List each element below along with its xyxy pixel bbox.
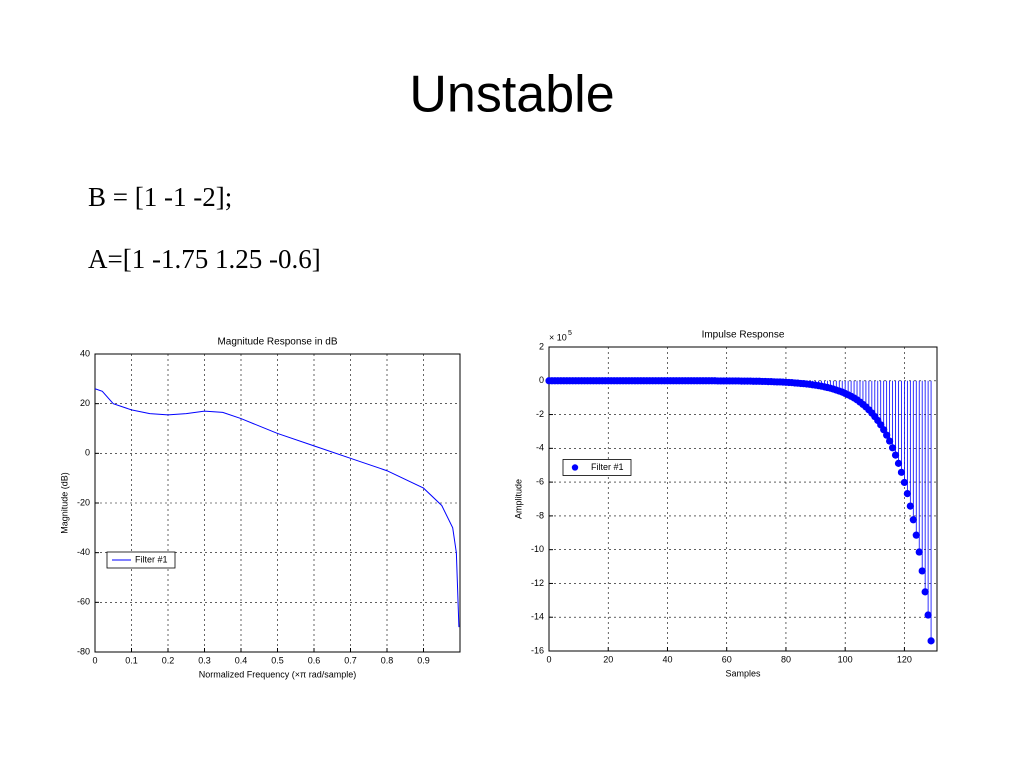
- x-axis-label: Normalized Frequency (×π rad/sample): [199, 669, 357, 679]
- stem-marker: [906, 502, 914, 510]
- stem-marker: [886, 437, 894, 445]
- y-tick-label: -4: [536, 443, 544, 453]
- x-tick-label: 0.7: [344, 655, 357, 665]
- x-tick-label: 120: [897, 654, 912, 664]
- y-axis-label: Magnitude (dB): [59, 472, 69, 534]
- y-tick-label: -2: [536, 409, 544, 419]
- stem-marker: [891, 451, 900, 459]
- y-tick-label: -6: [536, 476, 544, 486]
- stem-marker: [900, 478, 909, 487]
- slide-title: Unstable: [409, 66, 614, 124]
- y-tick-label: -60: [77, 597, 90, 607]
- stem-marker: [918, 567, 926, 575]
- y-tick-label: 0: [539, 375, 544, 385]
- y-tick-label: 40: [80, 348, 90, 358]
- x-tick-label: 0: [546, 654, 551, 664]
- stem-marker: [880, 426, 888, 434]
- stem-marker: [927, 637, 935, 645]
- y-exponent: 5: [568, 330, 572, 337]
- y-tick-label: -10: [531, 544, 544, 554]
- x-tick-label: 0.9: [417, 655, 430, 665]
- y-tick-label: -14: [531, 612, 544, 622]
- chart-title: Impulse Response: [702, 330, 785, 341]
- stem-marker: [912, 531, 920, 539]
- legend-swatch: [571, 464, 579, 471]
- y-tick-label: -16: [531, 645, 544, 655]
- x-tick-label: 20: [603, 654, 613, 664]
- stem-marker: [915, 548, 923, 556]
- x-tick-label: 0.2: [162, 655, 175, 665]
- y-axis-label: Amplitude: [513, 479, 523, 519]
- x-tick-label: 0.5: [271, 655, 284, 665]
- y-tick-label: -20: [77, 497, 90, 507]
- stem-marker: [883, 431, 891, 439]
- legend-label: Filter #1: [135, 554, 168, 564]
- y-tick-label: 20: [80, 398, 90, 408]
- stem-marker: [897, 468, 906, 476]
- x-axis-label: Samples: [725, 668, 761, 678]
- plot-area: [548, 346, 938, 652]
- y-tick-label: -80: [77, 646, 90, 656]
- x-tick-label: 40: [662, 654, 672, 664]
- code-line: B = [1 -1 -2];: [88, 182, 232, 212]
- y-tick-label: 2: [539, 341, 544, 351]
- x-tick-label: 80: [781, 654, 791, 664]
- stem-marker: [921, 588, 929, 596]
- stem-marker: [888, 444, 897, 452]
- x-tick-label: 0.1: [125, 655, 138, 665]
- y-multiplier: × 10: [549, 332, 567, 342]
- x-tick-label: 100: [838, 654, 853, 664]
- x-tick-label: 0.8: [381, 655, 394, 665]
- stem-marker: [894, 459, 903, 467]
- code-line: A=[1 -1.75 1.25 -0.6]: [88, 244, 321, 274]
- y-tick-label: -12: [531, 578, 544, 588]
- chart-title: Magnitude Response in dB: [217, 337, 337, 348]
- stem-marker: [903, 489, 911, 498]
- y-tick-label: -40: [77, 547, 90, 557]
- legend-box: [562, 459, 632, 476]
- data-line: [94, 388, 460, 628]
- x-tick-label: 0.6: [308, 655, 321, 665]
- legend-label: Filter #1: [591, 462, 624, 472]
- y-tick-label: 0: [85, 448, 90, 458]
- legend-box: [106, 551, 176, 569]
- stem-marker: [909, 516, 917, 524]
- y-tick-label: -8: [536, 510, 544, 520]
- x-tick-label: 60: [722, 654, 732, 664]
- stem-marker: [924, 611, 932, 619]
- x-tick-label: 0: [92, 655, 97, 665]
- x-tick-label: 0.3: [198, 655, 211, 665]
- x-tick-label: 0.4: [235, 655, 248, 665]
